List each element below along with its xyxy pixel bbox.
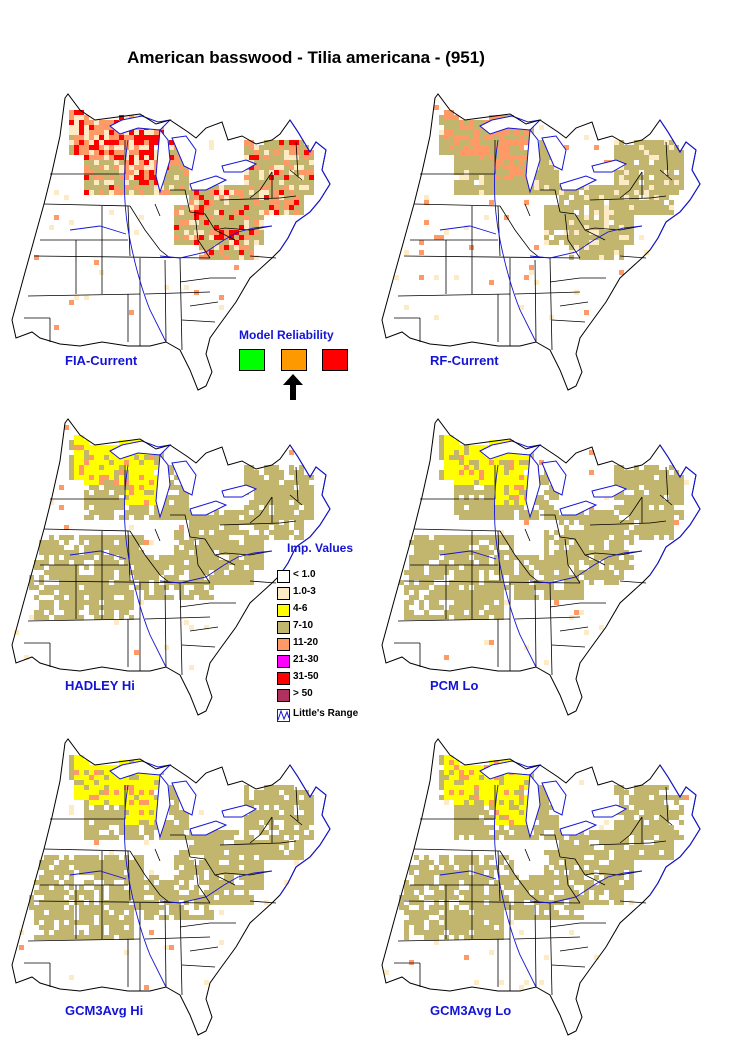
legend-label: 1.0-3 bbox=[293, 586, 316, 597]
importance-cells bbox=[384, 755, 689, 990]
legend-label: > 50 bbox=[293, 688, 313, 699]
legend-range-label: Little's Range bbox=[293, 708, 359, 719]
map-label: FIA-Current bbox=[65, 353, 138, 368]
map-label: GCM3Avg Hi bbox=[65, 1003, 144, 1018]
little-range-lines bbox=[439, 115, 643, 343]
reliability-medium-swatch bbox=[281, 349, 307, 371]
little-range-lines bbox=[69, 440, 273, 668]
up-arrow-icon bbox=[283, 374, 303, 400]
map-svg bbox=[11, 738, 331, 1036]
page-title: American basswood - Tilia americana - (9… bbox=[127, 48, 485, 67]
map-svg bbox=[381, 738, 701, 1036]
legend-swatch bbox=[277, 570, 290, 583]
map-svg bbox=[11, 418, 331, 716]
legend-label: 11-20 bbox=[293, 637, 319, 648]
legend-swatch bbox=[277, 672, 290, 685]
legend-swatch bbox=[277, 655, 290, 668]
legend-swatch bbox=[277, 689, 290, 702]
legend-swatch bbox=[277, 621, 290, 634]
map-label: PCM Lo bbox=[430, 678, 479, 693]
legend-title: Imp. Values bbox=[287, 541, 354, 555]
legend-label: 21-30 bbox=[293, 654, 319, 665]
state-boundaries bbox=[24, 140, 303, 351]
map-fia-current: FIA-Current bbox=[10, 80, 350, 410]
map-hadley-hi: HADLEY Hi bbox=[10, 405, 350, 735]
range-line-icon bbox=[277, 709, 290, 722]
legend-label: 31-50 bbox=[293, 671, 319, 682]
little-range-lines bbox=[69, 760, 273, 988]
map-pcm-lo: PCM Lo bbox=[380, 405, 720, 735]
map-gcm3avg-hi: GCM3Avg Hi bbox=[10, 725, 350, 1055]
model-reliability-title: Model Reliability bbox=[239, 328, 334, 342]
legend-swatch bbox=[277, 638, 290, 651]
map-svg bbox=[381, 93, 701, 391]
reliability-low-swatch bbox=[322, 349, 348, 371]
legend-label: 4-6 bbox=[293, 603, 308, 614]
legend-label: < 1.0 bbox=[293, 569, 316, 580]
state-boundaries bbox=[394, 785, 673, 996]
importance-cells bbox=[19, 755, 314, 990]
map-svg bbox=[381, 418, 701, 716]
legend-label: 7-10 bbox=[293, 620, 314, 631]
little-range-lines bbox=[439, 440, 643, 668]
map-rf-current: RF-Current bbox=[380, 80, 720, 410]
map-gcm3avg-lo: GCM3Avg Lo bbox=[380, 725, 720, 1055]
map-svg bbox=[11, 93, 331, 391]
legend-swatch bbox=[277, 587, 290, 600]
map-label: RF-Current bbox=[430, 353, 499, 368]
map-label: HADLEY Hi bbox=[65, 678, 135, 693]
little-range-lines bbox=[439, 760, 643, 988]
reliability-high-swatch bbox=[239, 349, 265, 371]
map-label: GCM3Avg Lo bbox=[430, 1003, 512, 1018]
little-range-lines bbox=[69, 115, 273, 343]
legend-swatch bbox=[277, 604, 290, 617]
